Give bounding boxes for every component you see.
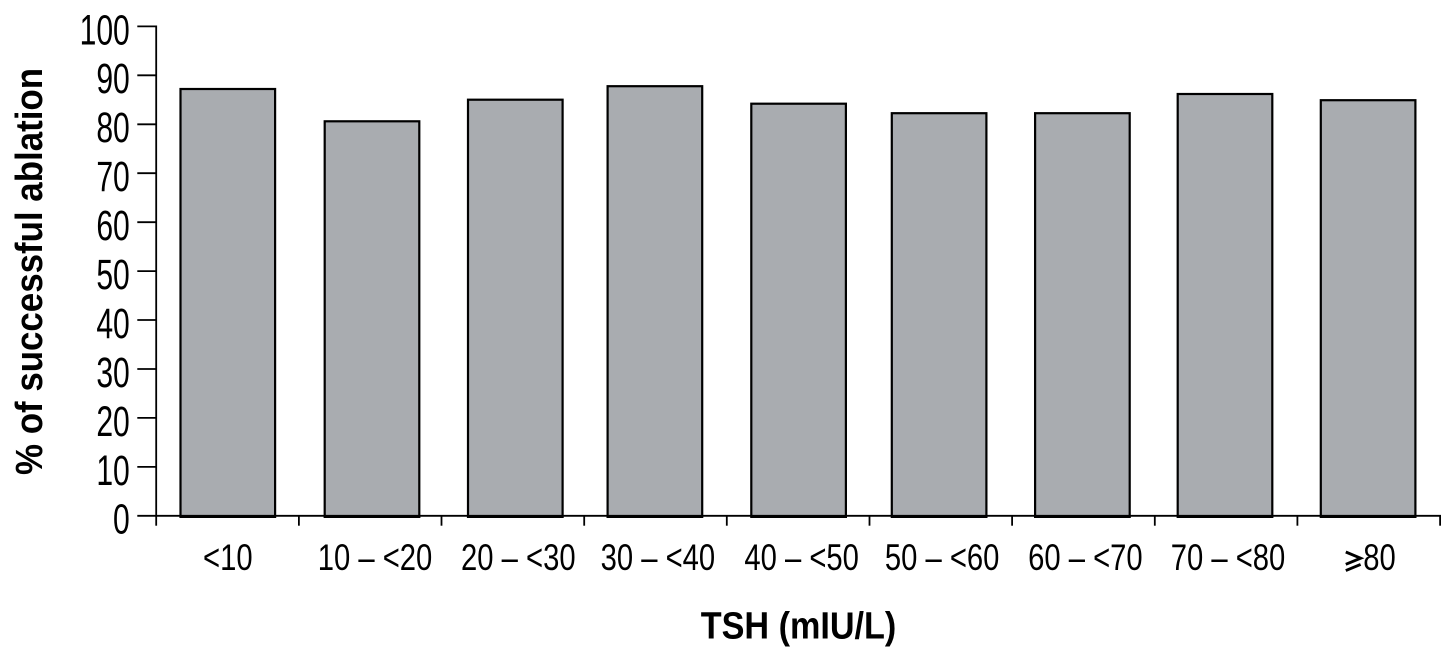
- svg-text:100: 100: [80, 5, 130, 54]
- svg-text:% of successful ablation: % of successful ablation: [8, 68, 51, 475]
- svg-text:40: 40: [96, 299, 129, 348]
- svg-text:50: 50: [96, 250, 129, 299]
- svg-text:30 – <40: 30 – <40: [601, 538, 716, 579]
- svg-text:TSH (mIU/L): TSH (mIU/L): [701, 604, 897, 647]
- svg-text:60: 60: [96, 201, 129, 250]
- svg-text:90: 90: [96, 54, 129, 103]
- svg-text:80: 80: [96, 103, 129, 152]
- svg-text:20: 20: [96, 396, 129, 445]
- svg-text:70 – <80: 70 – <80: [1171, 538, 1286, 579]
- svg-text:10 – <20: 10 – <20: [318, 538, 433, 579]
- svg-text:<10: <10: [203, 538, 253, 579]
- svg-text:50 – <60: 50 – <60: [885, 538, 1000, 579]
- svg-text:80: 80: [1363, 538, 1396, 579]
- svg-text:60 – <70: 60 – <70: [1028, 538, 1143, 579]
- svg-text:70: 70: [96, 152, 129, 201]
- svg-text:30: 30: [96, 348, 129, 397]
- svg-text:0: 0: [113, 494, 130, 543]
- svg-text:10: 10: [96, 445, 129, 494]
- svg-text:40 – <50: 40 – <50: [744, 538, 859, 579]
- svg-text:20 – <30: 20 – <30: [461, 538, 576, 579]
